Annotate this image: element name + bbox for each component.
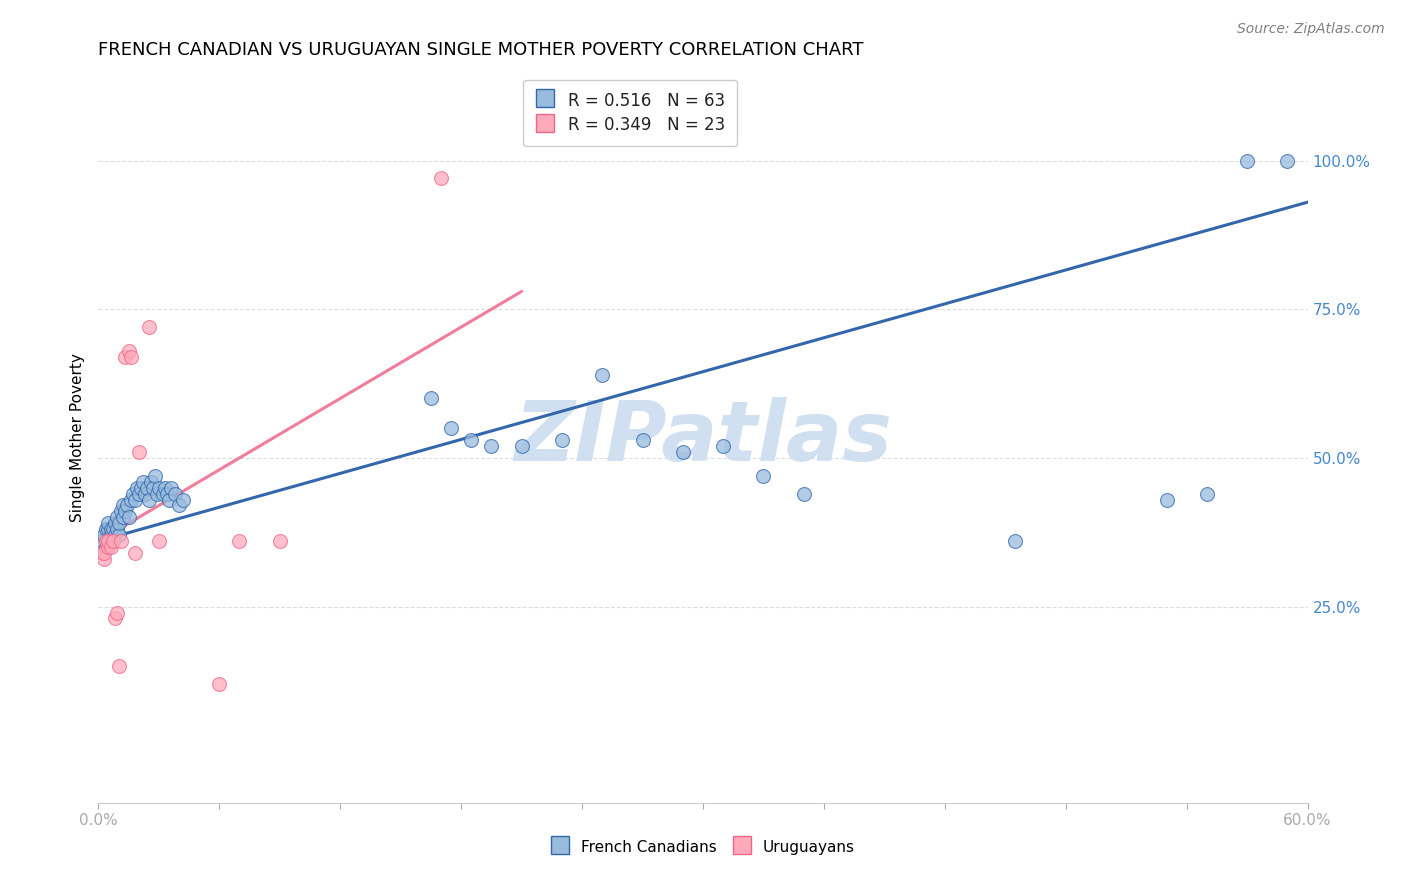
Point [128,486,150,500]
Point [100,540,122,554]
Point [96,522,118,536]
Point [135,481,157,495]
Point [121,486,143,500]
Point [1236,153,1258,168]
Point [105,522,128,536]
Point [157,492,180,507]
Point [114,504,136,518]
Point [148,481,170,495]
Point [510,439,533,453]
Point [591,368,613,382]
Point [97,540,120,554]
Point [103,528,125,542]
Point [110,534,132,549]
Point [120,492,142,507]
Point [100,522,122,536]
Point [440,421,463,435]
Point [110,504,132,518]
Point [143,468,166,483]
Point [91,546,114,560]
Point [100,528,122,542]
Point [420,392,443,406]
Point [105,606,128,620]
Point [96,540,118,554]
Point [793,486,815,500]
Point [128,445,150,459]
Point [142,481,165,495]
Point [111,510,134,524]
Point [146,486,169,500]
Point [138,492,160,507]
Point [139,475,162,489]
Point [120,350,142,364]
Point [107,528,129,542]
Point [153,481,176,495]
Point [97,516,120,531]
Point [97,534,120,549]
Point [115,499,138,513]
Point [124,492,146,507]
Point [631,433,654,447]
Point [1195,486,1218,500]
Point [163,486,186,500]
Point [152,486,174,500]
Point [118,510,141,524]
Point [172,492,194,507]
Point [101,534,124,549]
Point [93,552,115,566]
Point [460,433,482,447]
Point [118,343,141,358]
Point [101,534,124,549]
Point [672,445,695,459]
Text: ZIPatlas: ZIPatlas [515,397,891,477]
Point [1004,534,1026,549]
Point [208,677,231,691]
Legend: French Canadians, Uruguayans: French Canadians, Uruguayans [544,833,862,861]
Point [132,475,155,489]
Point [111,499,134,513]
Point [107,516,129,531]
Point [711,439,734,453]
Point [1156,492,1178,507]
Point [752,468,775,483]
Point [430,171,453,186]
Point [97,534,120,549]
Point [134,486,156,500]
Point [160,481,183,495]
Point [124,546,146,560]
Point [107,659,129,673]
Point [129,481,152,495]
Point [97,522,120,536]
Point [481,439,503,453]
Point [114,350,136,364]
Point [551,433,574,447]
Point [101,522,124,536]
Point [228,534,250,549]
Point [103,611,125,625]
Point [138,320,160,334]
Point [103,516,125,531]
Text: FRENCH CANADIAN VS URUGUAYAN SINGLE MOTHER POVERTY CORRELATION CHART: FRENCH CANADIAN VS URUGUAYAN SINGLE MOTH… [98,41,863,59]
Y-axis label: Single Mother Poverty: Single Mother Poverty [69,352,84,522]
Point [93,528,115,542]
Point [148,534,170,549]
Text: Source: ZipAtlas.com: Source: ZipAtlas.com [1237,22,1385,37]
Point [93,546,115,560]
Point [91,534,114,549]
Point [96,534,118,549]
Point [105,510,128,524]
Point [167,499,190,513]
Point [269,534,291,549]
Point [156,486,179,500]
Point [125,481,148,495]
Point [1277,153,1299,168]
